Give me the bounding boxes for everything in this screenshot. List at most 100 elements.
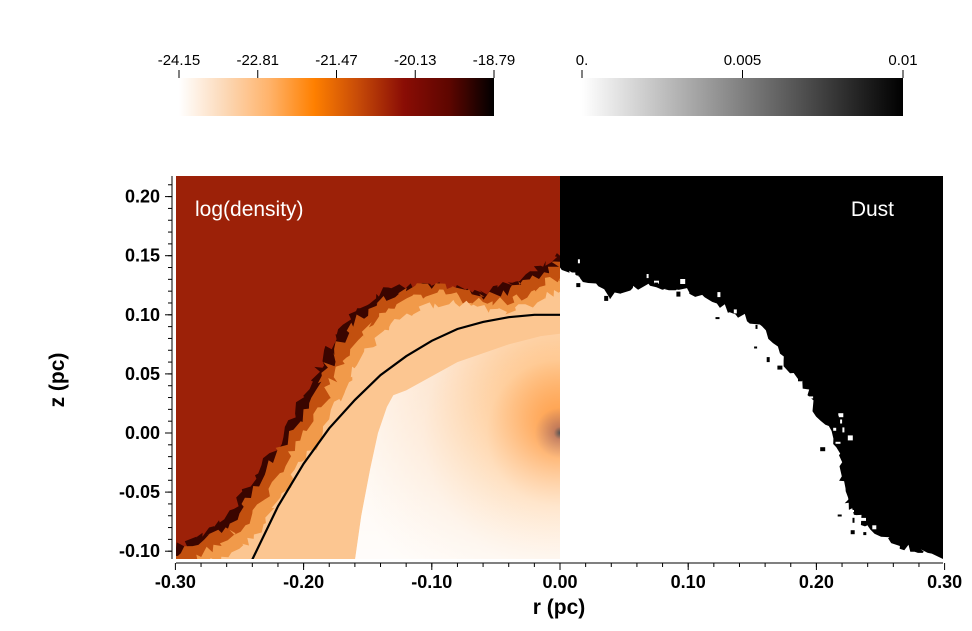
colorbar-tick-label: 0.01: [888, 52, 917, 69]
x-axis-label: r (pc): [533, 596, 586, 619]
x-tick-label: 0.20: [799, 572, 834, 592]
dust-speck: [576, 275, 579, 279]
dust-speck: [840, 419, 843, 424]
dust-speck: [820, 447, 826, 452]
dust-speck: [655, 299, 660, 305]
dust-colorbar: 0. 0.005 0.01: [576, 52, 918, 116]
y-tick-label: 0.10: [125, 305, 160, 325]
dust-speck: [856, 476, 860, 479]
ionized-bubble-low-density: [355, 333, 560, 559]
dust-speck: [834, 415, 839, 420]
dust-speck: [780, 327, 786, 333]
dust-speck: [715, 317, 720, 320]
colorbar-tick-label: -20.13: [394, 52, 437, 69]
dust-speck: [833, 427, 837, 431]
dust-speck: [859, 470, 863, 476]
dust-speck: [848, 495, 851, 500]
colorbar-tick-label: -21.47: [315, 52, 358, 69]
dust-speck: [717, 292, 721, 298]
left-panel-label: log(density): [195, 198, 304, 221]
x-tick-label: -0.10: [411, 572, 452, 592]
dust-speck: [836, 429, 842, 434]
y-tick-label: 0.20: [125, 187, 160, 207]
dust-speck: [680, 279, 686, 284]
dust-speck: [766, 357, 770, 363]
dust-speck: [863, 527, 866, 531]
dust-speck: [654, 280, 659, 284]
dust-speck: [829, 436, 832, 439]
dust-speck: [798, 376, 802, 382]
dust-speck: [931, 538, 934, 544]
dust-speck: [861, 517, 866, 521]
dust-speck: [604, 295, 609, 301]
dust-speck: [654, 271, 659, 277]
dust-speck: [754, 313, 760, 318]
dust-speck: [842, 427, 845, 433]
right-panel-label: Dust: [851, 198, 894, 221]
axes: -0.30 -0.20 -0.10 0.00 0.10 0.20 0.30 0.20 0.15…: [119, 176, 962, 592]
colorbar-tick-label: -18.79: [473, 52, 516, 69]
dust-speck: [646, 269, 652, 274]
dust-speck: [696, 289, 701, 293]
y-tick-label: -0.05: [119, 482, 160, 502]
density-colorbar: -24.15 -22.81 -21.47 -20.13 -18.79: [158, 52, 516, 116]
dust-speck: [881, 550, 885, 552]
dust-speck: [754, 346, 758, 349]
dust-speck: [935, 565, 940, 569]
dust-speck: [806, 382, 810, 386]
dust-free-region: [560, 267, 943, 559]
colorbar-tick-label: -24.15: [158, 52, 201, 69]
dust-speck: [685, 283, 691, 288]
dust-speck: [654, 282, 659, 285]
dust-speck: [567, 281, 571, 285]
dust-speck: [634, 277, 639, 282]
colorbar-tick-label: -22.81: [236, 52, 279, 69]
y-tick-label: 0.00: [125, 423, 160, 443]
dust-speck: [692, 305, 698, 308]
dust-speck: [876, 512, 880, 515]
dust-speck: [838, 413, 844, 418]
dust-speck: [777, 365, 783, 370]
y-axis-label: z (pc): [46, 353, 69, 408]
dust-speck: [565, 263, 570, 267]
x-tick-label: -0.20: [283, 572, 324, 592]
dust-speck: [676, 291, 681, 297]
dust-speck: [850, 530, 855, 535]
dust-speck: [793, 354, 799, 358]
x-ticks: -0.30 -0.20 -0.10 0.00 0.10 0.20 0.30: [155, 563, 962, 592]
dust-speck: [571, 272, 576, 278]
density-colorbar-ticks: -24.15 -22.81 -21.47 -20.13 -18.79: [158, 52, 516, 78]
dust-speck: [835, 441, 841, 444]
dust-speck: [755, 324, 758, 329]
density-colorbar-strip: [179, 78, 494, 116]
dust-specks: [565, 259, 940, 569]
dust-speck: [930, 543, 933, 546]
plot-area: log(density) Dust: [176, 176, 943, 569]
dust-speck: [576, 283, 581, 288]
dust-colorbar-ticks: 0. 0.005 0.01: [576, 52, 918, 78]
dust-speck: [906, 534, 910, 537]
x-tick-label: 0.30: [927, 572, 962, 592]
dust-speck: [850, 510, 854, 512]
dust-speck: [630, 309, 636, 312]
y-ticks: 0.20 0.15 0.10 0.05 0.00 -0.05 -0.10: [119, 184, 172, 561]
dust-speck: [820, 392, 823, 396]
dust-speck: [597, 288, 603, 292]
dust-speck: [863, 532, 867, 536]
x-tick-label: 0.00: [542, 572, 577, 592]
dust-speck: [808, 396, 814, 399]
y-tick-label: 0.05: [125, 364, 160, 384]
dust-speck: [837, 514, 842, 517]
dust-speck: [872, 525, 877, 530]
colorbar-tick-label: 0.: [576, 52, 589, 69]
dust-speck: [909, 556, 915, 559]
colorbar-tick-label: 0.005: [724, 52, 762, 69]
dust-speck: [721, 317, 724, 322]
dust-colorbar-strip: [582, 78, 903, 116]
x-tick-label: -0.30: [155, 572, 196, 592]
dust-speck: [577, 259, 580, 264]
shell-front-curve: [251, 313, 560, 559]
y-tick-label: 0.15: [125, 246, 160, 266]
dust-speck: [676, 289, 679, 292]
